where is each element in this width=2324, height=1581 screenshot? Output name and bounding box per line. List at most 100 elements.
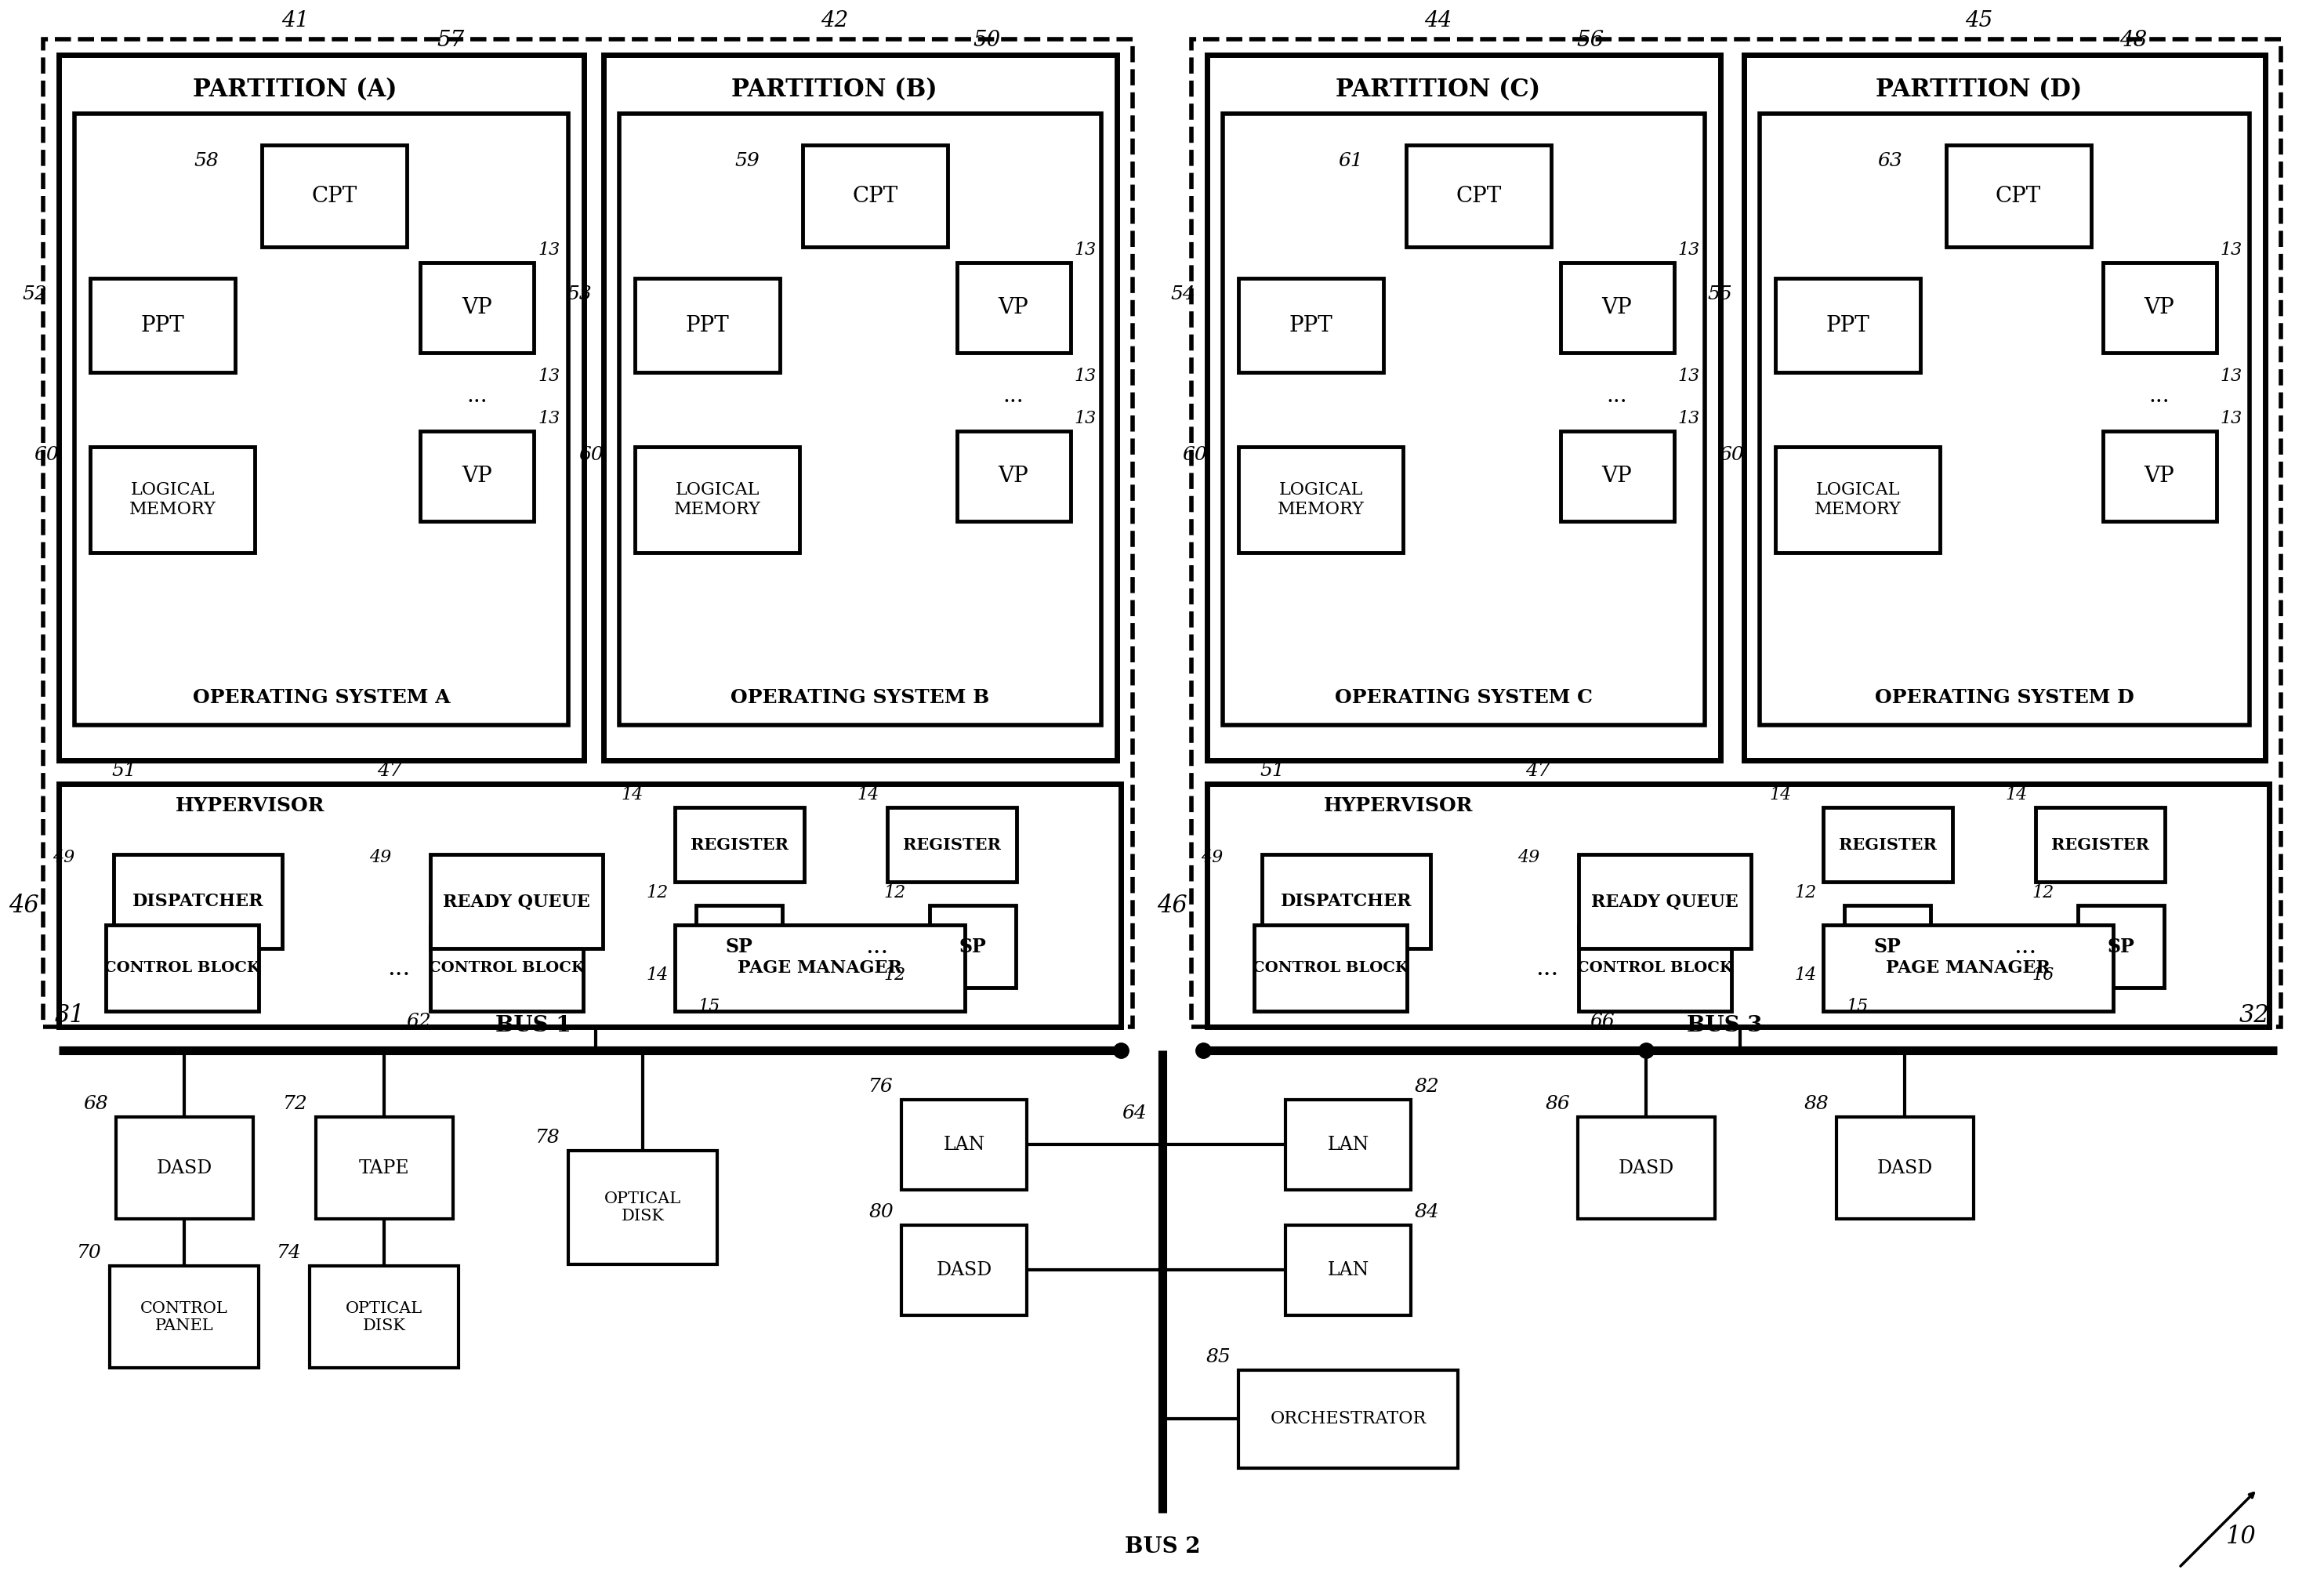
Bar	[1255, 925, 1406, 1012]
Bar	[1578, 854, 1752, 949]
Text: LOGICAL
MEMORY: LOGICAL MEMORY	[674, 481, 760, 519]
Bar	[116, 1116, 253, 1219]
Text: 13: 13	[1074, 409, 1097, 427]
Text: 74: 74	[277, 1244, 302, 1262]
Text: ...: ...	[388, 957, 409, 980]
Text: 31: 31	[56, 1004, 86, 1028]
Text: BUS 3: BUS 3	[1687, 1015, 1762, 1036]
Text: CONTROL BLOCK: CONTROL BLOCK	[430, 961, 586, 975]
Bar	[1776, 278, 1920, 372]
Text: CPT: CPT	[1996, 185, 2040, 207]
Text: 15: 15	[1848, 998, 1868, 1015]
Bar	[58, 55, 583, 760]
Bar	[107, 925, 258, 1012]
Text: DASD: DASD	[156, 1159, 211, 1176]
Text: 14: 14	[646, 966, 669, 983]
Text: LOGICAL
MEMORY: LOGICAL MEMORY	[1815, 481, 1901, 519]
Text: PARTITION (D): PARTITION (D)	[1875, 77, 2082, 103]
Bar	[1759, 114, 2250, 726]
Bar	[930, 906, 1016, 988]
Text: 88: 88	[1803, 1096, 1829, 1113]
Text: VP: VP	[462, 297, 493, 318]
Bar	[1743, 55, 2266, 760]
Bar	[1822, 925, 2113, 1012]
Text: 57: 57	[437, 30, 465, 51]
Text: 14: 14	[858, 786, 878, 803]
Text: ...: ...	[2013, 934, 2036, 958]
Text: 60: 60	[35, 446, 58, 463]
Text: OPTICAL
DISK: OPTICAL DISK	[604, 1190, 681, 1224]
Text: 46: 46	[9, 893, 40, 917]
Text: 60: 60	[1720, 446, 1743, 463]
Bar	[1222, 114, 1706, 726]
Bar	[1239, 447, 1404, 553]
Text: OPERATING SYSTEM A: OPERATING SYSTEM A	[193, 688, 451, 707]
Text: 56: 56	[1576, 30, 1604, 51]
Text: 55: 55	[1708, 285, 1731, 304]
Bar	[1559, 262, 1673, 353]
Bar	[1239, 1371, 1457, 1469]
Text: VP: VP	[462, 465, 493, 487]
Text: 68: 68	[84, 1096, 109, 1113]
Bar	[1836, 1116, 1973, 1219]
Bar	[695, 906, 783, 988]
Bar	[802, 145, 948, 247]
Text: 12: 12	[883, 884, 906, 901]
Text: OPERATING SYSTEM D: OPERATING SYSTEM D	[1875, 688, 2133, 707]
Text: LAN: LAN	[1327, 1135, 1369, 1154]
Text: BUS 2: BUS 2	[1125, 1537, 1199, 1557]
Text: SP: SP	[725, 938, 753, 957]
Text: 12: 12	[646, 884, 669, 901]
Bar	[91, 278, 235, 372]
Text: 46: 46	[1157, 893, 1188, 917]
Bar	[44, 40, 1132, 1026]
Bar	[430, 925, 583, 1012]
Bar	[888, 808, 1016, 882]
Text: 10: 10	[2226, 1524, 2257, 1548]
Text: 58: 58	[195, 152, 218, 169]
Text: ...: ...	[1536, 957, 1559, 980]
Text: 62: 62	[407, 1013, 430, 1031]
Text: PPT: PPT	[1827, 315, 1871, 335]
Text: OPERATING SYSTEM C: OPERATING SYSTEM C	[1334, 688, 1592, 707]
Text: 49: 49	[1202, 849, 1222, 866]
Text: VP: VP	[999, 297, 1030, 318]
Bar	[2078, 906, 2164, 988]
Text: DASD: DASD	[1618, 1159, 1673, 1176]
Text: 47: 47	[376, 762, 402, 779]
Text: 51: 51	[112, 762, 137, 779]
Bar	[1822, 808, 1952, 882]
Text: 52: 52	[23, 285, 46, 304]
Text: ...: ...	[865, 934, 888, 958]
Text: SP: SP	[960, 938, 985, 957]
Text: DASD: DASD	[937, 1260, 992, 1279]
Text: 41: 41	[281, 9, 309, 32]
Text: PARTITION (A): PARTITION (A)	[193, 77, 397, 103]
Text: 86: 86	[1545, 1096, 1571, 1113]
Text: PPT: PPT	[686, 315, 730, 335]
Bar	[1406, 145, 1550, 247]
Text: 16: 16	[2031, 966, 2054, 983]
Text: SP: SP	[2108, 938, 2136, 957]
Text: HYPERVISOR: HYPERVISOR	[174, 797, 325, 816]
Text: 13: 13	[1074, 242, 1097, 259]
Text: SP: SP	[1873, 938, 1901, 957]
Text: 72: 72	[284, 1096, 309, 1113]
Bar	[634, 278, 781, 372]
Bar	[1945, 145, 2092, 247]
Text: 12: 12	[883, 966, 906, 983]
Bar	[1285, 1225, 1411, 1315]
Text: PARTITION (C): PARTITION (C)	[1336, 77, 1541, 103]
Text: DASD: DASD	[1878, 1159, 1934, 1176]
Text: ...: ...	[1004, 386, 1025, 406]
Bar	[634, 447, 799, 553]
Bar	[1845, 906, 1931, 988]
Text: CPT: CPT	[1455, 185, 1501, 207]
Text: 13: 13	[2219, 242, 2243, 259]
Text: HYPERVISOR: HYPERVISOR	[1325, 797, 1473, 816]
Text: ...: ...	[1606, 386, 1627, 406]
Text: 12: 12	[1794, 884, 1817, 901]
Bar	[421, 262, 535, 353]
Text: REGISTER: REGISTER	[690, 836, 788, 852]
Text: VP: VP	[2145, 297, 2175, 318]
